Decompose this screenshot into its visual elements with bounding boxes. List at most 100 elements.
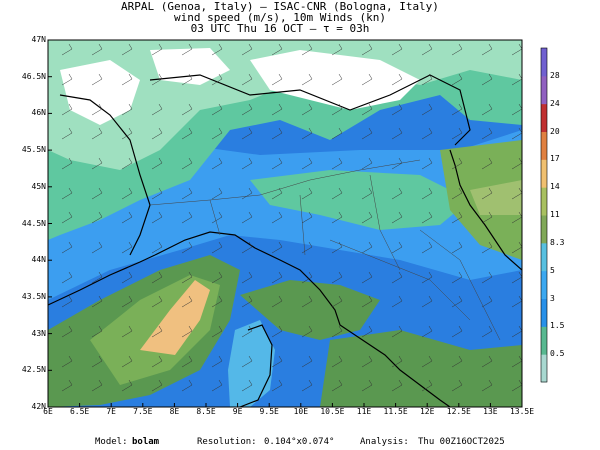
- wind-barb: [301, 379, 313, 392]
- wind-barb: [61, 241, 73, 254]
- wind-barb: [91, 43, 103, 56]
- model-value: bolam: [132, 437, 160, 447]
- wind-barb: [151, 355, 163, 368]
- wind-barb: [331, 325, 343, 338]
- colorbar-label: 17: [550, 154, 560, 164]
- wind-barb: [481, 355, 493, 368]
- wind-barb: [151, 295, 163, 308]
- resolution-label: Resolution:: [197, 437, 257, 447]
- wind-barb: [271, 271, 283, 284]
- resolution-value: 0.104°x0.074°: [264, 437, 335, 447]
- wind-barb: [421, 187, 433, 200]
- wind-barb: [391, 73, 403, 86]
- colorbar: [540, 47, 548, 383]
- wind-barb: [301, 295, 313, 308]
- wind-barb: [181, 379, 193, 392]
- wind-barb: [241, 73, 253, 86]
- colorbar-label: 20: [550, 126, 560, 136]
- colorbar-label: 0.5: [550, 349, 565, 359]
- wind-barb: [361, 157, 373, 170]
- wind-barb: [151, 271, 163, 284]
- longitude-label: 10E: [293, 407, 309, 416]
- latitude-label: 45N: [31, 181, 46, 191]
- wind-barb: [181, 43, 193, 56]
- wind-barb: [241, 241, 253, 254]
- wind-barb: [211, 127, 223, 140]
- wind-barb: [271, 157, 283, 170]
- wind-barb: [331, 73, 343, 86]
- colorbar-segment: [541, 326, 547, 355]
- wind-barb: [181, 271, 193, 284]
- wind-barb: [271, 295, 283, 308]
- wind-barb: [61, 157, 73, 170]
- wind-barb: [391, 379, 403, 392]
- latitude-label: 42.5N: [21, 365, 46, 375]
- wind-barb: [481, 271, 493, 284]
- wind-barb: [451, 295, 463, 308]
- wind-barb: [121, 211, 133, 224]
- longitude-label: 8.5E: [196, 407, 216, 416]
- wind-barb: [61, 73, 73, 86]
- wind-barb: [211, 103, 223, 116]
- wind-barb: [211, 325, 223, 338]
- wind-barb: [91, 355, 103, 368]
- colorbar-label: 11: [550, 210, 560, 219]
- analysis-value: Thu 00Z16OCT2025: [418, 437, 505, 447]
- wind-barb: [211, 43, 223, 56]
- colorbar-segment: [541, 103, 547, 132]
- wind-barb: [211, 295, 223, 308]
- wind-barb: [481, 379, 493, 392]
- wind-barb: [301, 127, 313, 140]
- wind-barb: [451, 73, 463, 86]
- wind-barb: [91, 187, 103, 200]
- latitude-label: 43.5N: [21, 291, 46, 301]
- colorbar-segment: [541, 354, 547, 383]
- aosta-calm: [150, 48, 230, 85]
- longitude-label: 8E: [169, 407, 180, 416]
- wind-barb: [61, 127, 73, 140]
- wind-barb: [481, 73, 493, 86]
- wind-barb: [361, 325, 373, 338]
- latitude-label: 44N: [31, 255, 46, 265]
- wind-barb: [271, 127, 283, 140]
- wind-barb: [241, 127, 253, 140]
- wind-barb: [61, 103, 73, 116]
- wind-barb: [151, 187, 163, 200]
- wind-barb: [451, 211, 463, 224]
- wind-barb: [121, 241, 133, 254]
- wind-barb: [361, 187, 373, 200]
- wind-barb: [361, 241, 373, 254]
- wind-barb: [331, 271, 343, 284]
- wind-barb: [241, 379, 253, 392]
- wind-barb: [121, 127, 133, 140]
- wind-barb: [421, 325, 433, 338]
- wind-barb: [91, 103, 103, 116]
- latitude-label: 45.5N: [21, 145, 46, 155]
- latitude-label: 46.5N: [21, 71, 46, 81]
- wind-barb: [391, 325, 403, 338]
- longitude-label: 11E: [356, 407, 372, 416]
- longitude-label: 7E: [106, 407, 117, 416]
- wind-barb: [301, 187, 313, 200]
- western-alps-calm: [60, 60, 140, 125]
- tyrrhenian-green-field: [320, 330, 522, 407]
- wind-barb: [151, 73, 163, 86]
- colorbar-segment: [541, 215, 547, 244]
- wind-barb: [481, 103, 493, 116]
- wind-barb: [121, 157, 133, 170]
- wind-barb: [421, 127, 433, 140]
- wind-barb: [331, 211, 343, 224]
- coastline-italy: [154, 231, 451, 407]
- wind-barb: [301, 43, 313, 56]
- wind-barb: [301, 103, 313, 116]
- wind-barb: [421, 103, 433, 116]
- colorbar-frame: [540, 47, 548, 383]
- wind-barb: [451, 187, 463, 200]
- wind-barb: [301, 211, 313, 224]
- wind-barb: [91, 211, 103, 224]
- wind-barb: [481, 241, 493, 254]
- colorbar-segment: [541, 48, 547, 77]
- wind-barb: [121, 355, 133, 368]
- wind-barb: [121, 103, 133, 116]
- wind-barb: [211, 157, 223, 170]
